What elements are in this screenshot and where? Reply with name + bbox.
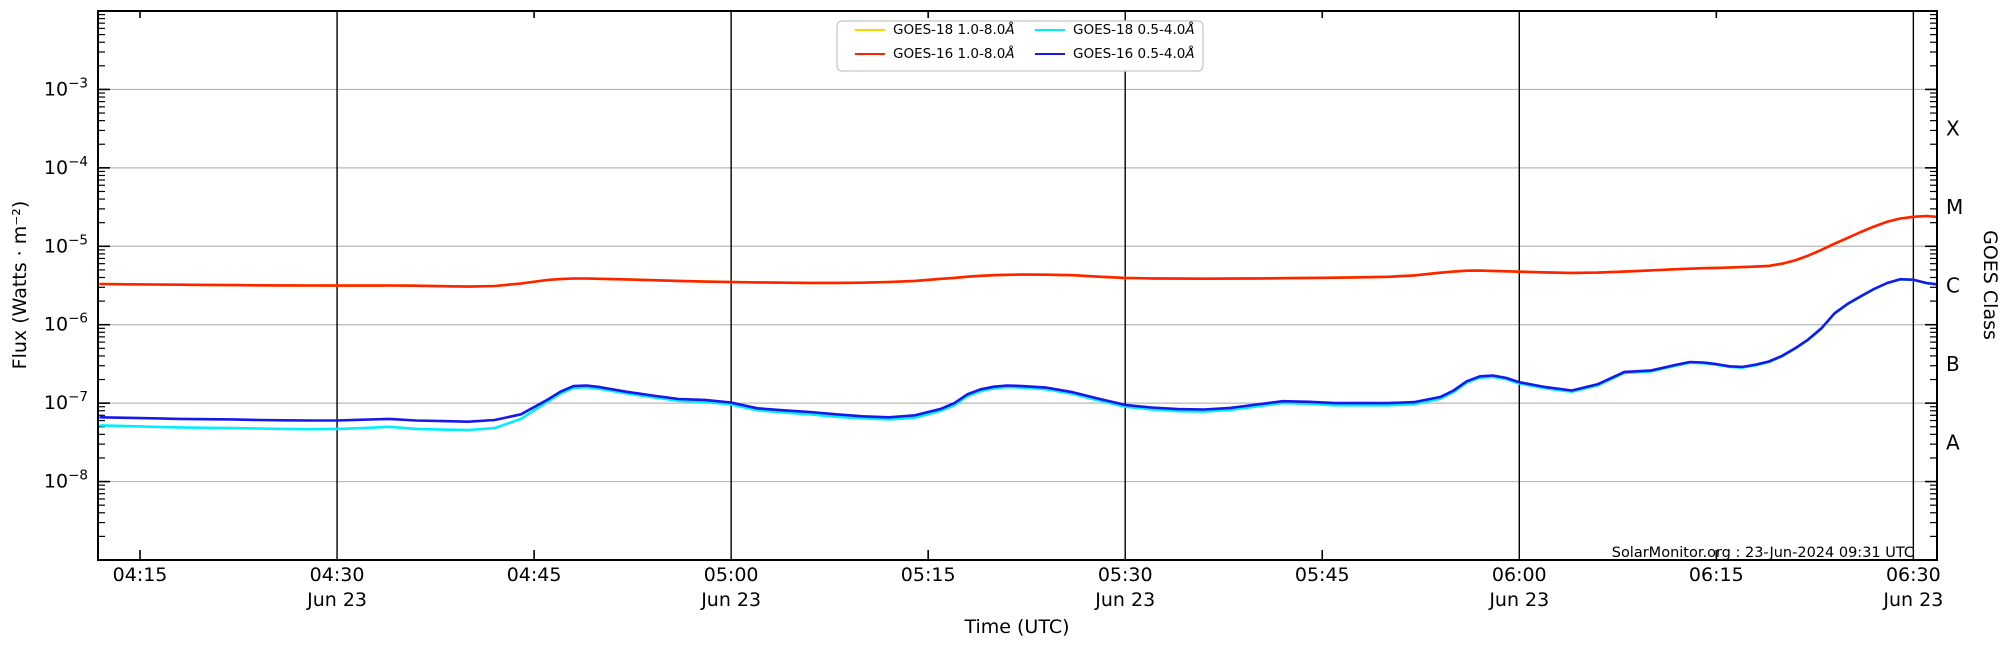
y-tick-label: 10−6 [44,311,88,336]
legend: GOES-18 1.0-8.0Å GOES-16 1.0-8.0Å GOES-18 … [836,20,1204,72]
legend-entry: GOES-18 0.5-4.0Å [1035,21,1195,38]
x-tick-label: 06:00 [1492,564,1547,586]
legend-box [836,20,1204,72]
y-tick-label: 10−5 [44,232,88,257]
x-date-label: Jun 23 [1094,589,1155,611]
grid [98,11,1937,560]
y-tick-label: 10−4 [44,154,88,179]
x-date-label: Jun 23 [1488,589,1549,611]
x-date-label: Jun 23 [306,589,367,611]
x-tick-label: 05:45 [1295,564,1350,586]
legend-label: GOES-18 0.5-4.0Å [1073,21,1195,38]
x-date-label: Jun 23 [700,589,761,611]
x-tick-label: 06:15 [1689,564,1744,586]
goes-class-labels: X M C B A [1946,117,1963,455]
x-axis-title: Time (UTC) [963,616,1069,638]
legend-entry: GOES-18 1.0-8.0Å [855,21,1015,38]
y-tick-label: 10−3 [44,75,88,100]
x-tick-label: 06:30 [1886,564,1941,586]
y-tick-label: 10−8 [44,468,88,493]
legend-label: GOES-18 1.0-8.0Å [893,21,1015,38]
legend-label: GOES-16 1.0-8.0Å [893,45,1015,62]
y-tick-label: 10−7 [44,389,88,414]
x-tick-label: 05:15 [901,564,956,586]
flux-curves [99,214,1937,432]
x-tick-label: 04:30 [310,564,365,586]
legend-entry: GOES-16 1.0-8.0Å [855,45,1015,62]
plot-border [97,10,1938,561]
series-line-goes-18-1-0-8-0- [99,214,1937,288]
legend-label: GOES-16 0.5-4.0Å [1073,45,1195,62]
x-tick-label: 04:15 [113,564,168,586]
y-axis-title-left: Flux (Watts · m⁻²) [9,201,31,370]
y-axis-title-right: GOES Class [1979,230,2000,340]
goes-class-label-M: M [1946,195,1963,219]
series-line-goes-16-1-0-8-0- [99,214,1937,288]
axis-ticks: 04:15 04:30 Jun 23 04:45 05:00 Jun 23 05:15 05:… [44,10,1943,611]
goes-class-label-C: C [1946,274,1960,298]
x-tick-label: 04:45 [507,564,562,586]
x-tick-label: 05:00 [704,564,759,586]
goes-class-label-A: A [1946,430,1960,454]
x-date-label: Jun 23 [1882,589,1943,611]
series-line-goes-18-0-5-4-0- [99,278,1937,432]
goes-class-label-X: X [1946,117,1960,141]
series-line-goes-16-0-5-4-0- [99,277,1937,424]
goes-class-label-B: B [1946,352,1960,376]
x-tick-label: 05:30 [1098,564,1153,586]
watermark-text: SolarMonitor.org : 23-Jun-2024 09:31 UTC [1612,545,1914,561]
legend-entry: GOES-16 0.5-4.0Å [1035,45,1195,62]
